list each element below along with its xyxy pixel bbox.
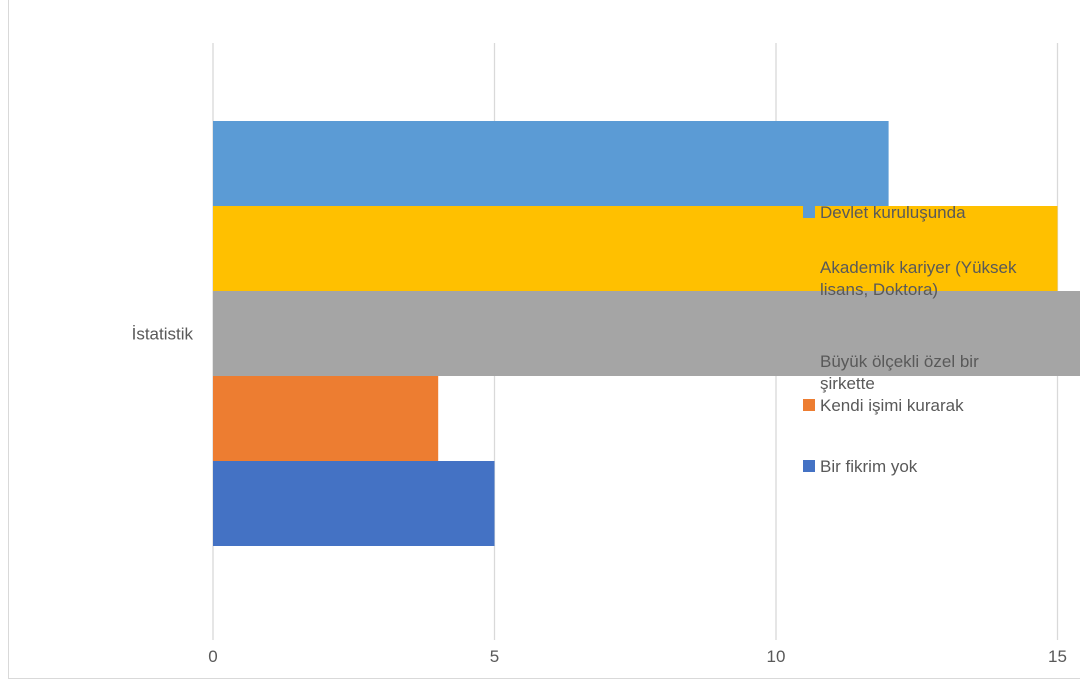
legend-entry: Kendi işimi kurarak	[820, 396, 964, 415]
category-label: İstatistik	[132, 325, 194, 344]
legend-entry: Devlet kuruluşunda	[820, 203, 966, 222]
bar	[213, 291, 1080, 376]
bar	[213, 206, 1058, 291]
legend-swatch	[803, 399, 815, 411]
bars	[213, 121, 1080, 546]
x-tick-label: 5	[490, 647, 499, 666]
bar	[213, 121, 889, 206]
legend: Devlet kuruluşunda Akademik kariyer (Yüks…	[803, 203, 1017, 476]
y-axis-categories: İstatistik	[132, 325, 194, 344]
x-tick-label: 10	[767, 647, 786, 666]
bar	[213, 376, 439, 461]
legend-entry: Akademik kariyer (Yüksek lisans, Doktora)	[820, 258, 1017, 299]
legend-swatch	[803, 261, 815, 273]
x-tick-label: 0	[208, 647, 217, 666]
legend-swatch	[803, 206, 815, 218]
legend-entry: Büyük ölçekli özel bir şirkette	[820, 352, 979, 393]
x-tick-label: 15	[1048, 647, 1067, 666]
legend-swatch	[803, 355, 815, 367]
legend-entry: Bir fikrim yok	[820, 457, 918, 476]
x-axis-ticks: 05101520	[208, 647, 1067, 666]
bar	[213, 461, 495, 546]
legend-swatch	[803, 460, 815, 472]
